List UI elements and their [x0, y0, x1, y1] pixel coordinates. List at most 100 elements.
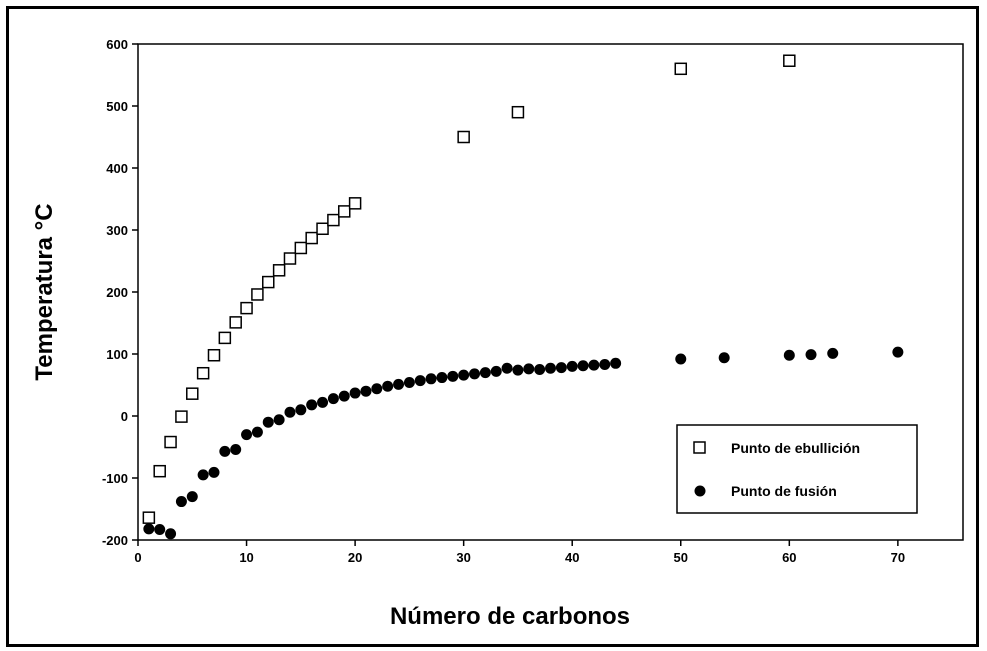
melting-point-marker	[219, 445, 231, 457]
melting-point-marker	[262, 416, 274, 428]
boiling-point-marker	[283, 252, 297, 265]
melting-point-marker	[284, 406, 296, 418]
boiling-point-marker	[338, 205, 351, 218]
melting-point-marker	[892, 346, 904, 358]
melting-point-marker	[273, 414, 285, 426]
melting-point-marker	[382, 380, 394, 392]
melting-point-marker	[534, 364, 546, 375]
x-tick-label: 0	[134, 550, 141, 565]
melting-point-marker	[783, 349, 795, 361]
boiling-point-marker	[294, 241, 308, 255]
boiling-point-marker	[316, 222, 329, 236]
melting-point-marker	[241, 429, 253, 441]
melting-point-marker	[295, 404, 307, 416]
legend-label-melting: Punto de fusión	[731, 483, 837, 499]
melting-point-marker	[338, 390, 350, 402]
melting-point-marker	[371, 383, 383, 395]
melting-point-marker	[469, 368, 481, 380]
boiling-point-marker	[348, 197, 362, 210]
y-tick-label: 500	[106, 99, 128, 114]
y-tick-label: -100	[102, 471, 128, 486]
y-tick-label: 600	[106, 37, 128, 52]
melting-point-marker	[501, 362, 513, 374]
melting-point-marker	[490, 365, 502, 377]
legend-circle-marker	[694, 485, 706, 497]
x-tick-label: 10	[239, 550, 253, 565]
melting-point-marker	[523, 363, 535, 375]
legend: Punto de ebullición Punto de fusión	[676, 424, 918, 514]
melting-point-marker	[208, 466, 220, 478]
y-tick-label: 400	[106, 161, 128, 176]
melting-point-marker	[675, 353, 687, 365]
y-tick-label: 300	[106, 223, 128, 238]
melting-point-marker	[577, 360, 589, 372]
boiling-point-marker	[186, 387, 199, 400]
melting-point-marker	[317, 396, 329, 408]
legend-square-marker	[693, 441, 706, 454]
boiling-point-marker	[196, 366, 210, 380]
boiling-point-marker	[218, 331, 232, 345]
x-tick-label: 50	[674, 550, 688, 565]
x-axis-ticks: 0 10 20 30 40 50 60 70	[134, 540, 905, 565]
melting-point-marker	[143, 523, 155, 535]
series-melting-point	[143, 346, 904, 540]
x-tick-label: 60	[782, 550, 796, 565]
melting-point-marker	[186, 491, 198, 503]
melting-point-marker	[414, 375, 426, 387]
y-axis-title: Temperatura °C	[31, 203, 58, 380]
y-tick-label: 100	[106, 347, 128, 362]
melting-point-marker	[306, 399, 318, 411]
melting-point-marker	[154, 523, 166, 535]
boiling-point-marker	[251, 288, 264, 301]
melting-point-marker	[251, 426, 263, 438]
x-axis-title: Número de carbonos	[390, 603, 630, 630]
melting-point-marker	[175, 496, 187, 508]
x-tick-label: 20	[348, 550, 362, 565]
boiling-point-marker	[207, 348, 221, 362]
legend-box	[676, 424, 918, 514]
melting-point-marker	[588, 359, 600, 371]
boiling-point-marker	[305, 231, 318, 245]
melting-point-marker	[165, 528, 177, 540]
melting-point-marker	[566, 360, 578, 372]
y-axis-ticks: -200 -100 0 100 200 300 400 500 600	[102, 37, 138, 548]
boiling-point-marker	[674, 62, 688, 76]
series-boiling-point	[142, 54, 796, 524]
melting-point-marker	[512, 364, 524, 376]
melting-point-marker	[458, 369, 470, 381]
melting-point-marker	[555, 362, 567, 374]
y-tick-label: 200	[106, 285, 128, 300]
x-tick-label: 30	[456, 550, 470, 565]
melting-point-marker	[436, 372, 448, 384]
melting-point-marker	[197, 469, 209, 481]
melting-point-marker	[718, 352, 730, 364]
melting-point-marker	[403, 377, 415, 389]
boiling-point-marker	[175, 410, 188, 423]
boiling-point-marker	[511, 105, 525, 119]
melting-point-marker	[230, 443, 242, 455]
melting-point-marker	[545, 362, 556, 374]
melting-point-marker	[425, 373, 437, 385]
boiling-point-marker	[272, 264, 286, 277]
melting-point-marker	[447, 370, 459, 382]
melting-point-marker	[360, 385, 372, 397]
melting-point-marker	[479, 367, 491, 379]
y-tick-label: -200	[102, 533, 128, 548]
legend-label-boiling: Punto de ebullición	[731, 440, 860, 456]
x-tick-label: 70	[891, 550, 905, 565]
boiling-point-marker	[240, 301, 253, 315]
melting-point-marker	[599, 359, 611, 371]
boiling-point-marker	[457, 130, 470, 144]
boiling-point-marker	[164, 435, 177, 449]
y-tick-label: 0	[121, 409, 128, 424]
boiling-point-marker	[327, 213, 340, 227]
melting-point-marker	[805, 349, 817, 361]
melting-point-marker	[327, 393, 339, 405]
boiling-point-marker	[262, 275, 275, 289]
melting-point-marker	[393, 378, 405, 390]
boiling-point-marker	[142, 511, 156, 524]
melting-point-marker	[610, 357, 622, 369]
melting-point-marker	[827, 347, 839, 359]
boiling-point-marker	[783, 54, 796, 67]
